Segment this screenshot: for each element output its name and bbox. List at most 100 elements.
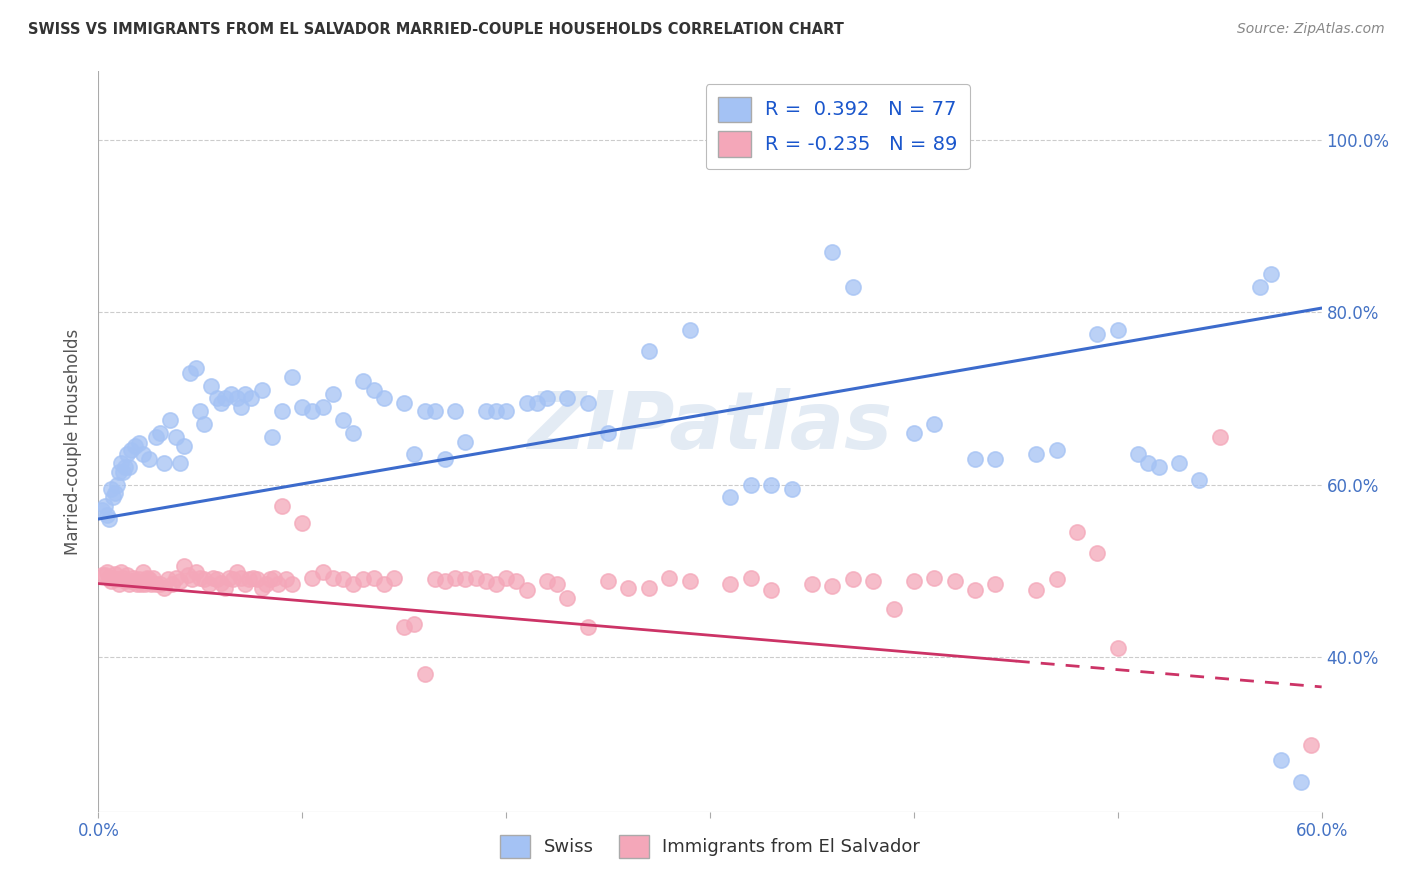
Point <box>922 417 945 432</box>
Point <box>373 576 395 591</box>
Point <box>404 447 426 461</box>
Point <box>97 570 120 584</box>
Point <box>495 570 517 584</box>
Point <box>193 417 215 432</box>
Point <box>638 344 661 359</box>
Point <box>134 576 156 591</box>
Point <box>173 559 195 574</box>
Point <box>281 370 304 384</box>
Point <box>120 443 142 458</box>
Point <box>105 477 128 491</box>
Point <box>179 366 201 380</box>
Point <box>91 503 114 517</box>
Point <box>1188 473 1211 487</box>
Point <box>965 451 987 466</box>
Point <box>312 566 335 580</box>
Point <box>209 575 232 590</box>
Point <box>222 572 245 586</box>
Point <box>1147 460 1170 475</box>
Point <box>322 570 344 584</box>
Point <box>104 486 127 500</box>
Point <box>291 400 314 414</box>
Point <box>536 574 558 588</box>
Point <box>943 574 966 588</box>
Point <box>142 570 165 584</box>
Point <box>965 582 987 597</box>
Point <box>177 568 200 582</box>
Point <box>761 477 783 491</box>
Point <box>138 572 160 586</box>
Point <box>136 570 159 584</box>
Point <box>270 404 294 418</box>
Point <box>761 582 783 597</box>
Point <box>93 499 115 513</box>
Point <box>118 576 141 591</box>
Point <box>352 374 374 388</box>
Point <box>1025 582 1047 597</box>
Point <box>434 574 457 588</box>
Point <box>226 566 249 580</box>
Point <box>505 574 527 588</box>
Point <box>291 516 314 531</box>
Point <box>1209 430 1232 444</box>
Point <box>679 323 702 337</box>
Point <box>132 447 155 461</box>
Point <box>342 576 364 591</box>
Point <box>100 482 122 496</box>
Point <box>516 396 538 410</box>
Point <box>188 570 212 584</box>
Point <box>104 567 127 582</box>
Point <box>127 576 149 591</box>
Point <box>93 568 115 582</box>
Point <box>516 582 538 597</box>
Point <box>209 396 232 410</box>
Point <box>903 425 925 440</box>
Point <box>740 570 762 584</box>
Point <box>226 392 249 406</box>
Point <box>160 576 183 591</box>
Point <box>188 404 212 418</box>
Point <box>149 425 172 440</box>
Point <box>115 568 138 582</box>
Point <box>233 576 256 591</box>
Point <box>638 581 661 595</box>
Point <box>274 572 297 586</box>
Point <box>1270 753 1292 767</box>
Point <box>120 574 142 588</box>
Point <box>246 572 269 586</box>
Text: SWISS VS IMMIGRANTS FROM EL SALVADOR MARRIED-COUPLE HOUSEHOLDS CORRELATION CHART: SWISS VS IMMIGRANTS FROM EL SALVADOR MAR… <box>28 22 844 37</box>
Point <box>363 570 385 584</box>
Point <box>1107 323 1129 337</box>
Point <box>332 413 354 427</box>
Point <box>101 570 124 584</box>
Point <box>720 491 742 505</box>
Point <box>96 566 118 580</box>
Point <box>128 572 150 586</box>
Point <box>250 581 273 595</box>
Point <box>883 602 905 616</box>
Point <box>301 570 323 584</box>
Point <box>780 482 803 496</box>
Point <box>91 568 114 582</box>
Point <box>423 572 446 586</box>
Point <box>205 572 228 586</box>
Point <box>111 570 134 584</box>
Point <box>169 456 191 470</box>
Point <box>259 572 281 586</box>
Point <box>617 581 640 595</box>
Point <box>485 404 508 418</box>
Point <box>598 574 620 588</box>
Point <box>679 574 702 588</box>
Point <box>1085 326 1108 341</box>
Point <box>231 570 253 584</box>
Point <box>392 396 416 410</box>
Point <box>145 576 167 591</box>
Text: ZIPatlas: ZIPatlas <box>527 388 893 466</box>
Point <box>464 570 486 584</box>
Point <box>141 576 163 591</box>
Point <box>231 400 253 414</box>
Point <box>1025 447 1047 461</box>
Point <box>214 581 236 595</box>
Point <box>546 576 568 591</box>
Point <box>165 430 187 444</box>
